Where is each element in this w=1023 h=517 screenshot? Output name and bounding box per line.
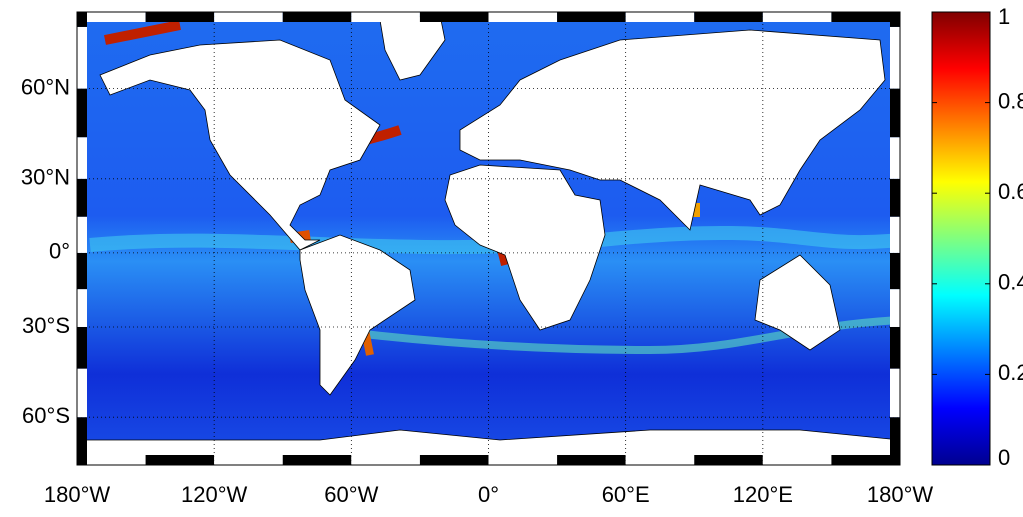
y-tick-label: 60°S [22,403,70,428]
frame-segment [625,455,695,465]
frame-segment [890,88,900,138]
x-tick-label: 120°W [181,482,248,507]
frame-segment [890,326,900,369]
map-field [77,12,900,465]
frame-segment [145,12,215,22]
x-tick-label: 0° [478,482,499,507]
frame-segment [890,368,900,418]
x-tick-label: 60°W [324,482,378,507]
frame-segment [890,252,900,290]
frame-segment [282,455,352,465]
frame-segment [890,178,900,217]
map-frame [77,12,900,465]
frame-segment [77,26,87,89]
frame-segment [351,455,420,465]
y-tick-label: 60°N [21,74,70,99]
frame-segment [77,326,87,369]
frame-segment [488,12,558,22]
frame-segment [77,137,87,179]
colorbar-tick-label: 0.6 [998,179,1023,204]
colorbar-tick-label: 0 [998,445,1010,470]
frame-segment [77,252,87,290]
frame-segment [890,26,900,89]
frame-segment [694,12,763,22]
y-tick-label: 30°N [21,165,70,190]
colorbar-tick-label: 0.2 [998,360,1023,385]
frame-segment [77,178,87,217]
eurasia [459,29,886,231]
frame-segment [77,455,146,465]
colorbar-tick-label: 0.4 [998,270,1023,295]
australia [754,254,841,351]
frame-segment [77,12,146,22]
frame-segment [214,455,283,465]
x-tick-label: 60°E [602,482,650,507]
south-america [299,234,416,396]
frame-segment [831,12,900,22]
frame-segment [145,455,215,465]
colorbar [931,11,991,466]
frame-segment [77,289,87,327]
frame-segment [419,12,489,22]
frame-segment [890,289,900,327]
frame-segment [419,455,489,465]
frame-segment [831,455,900,465]
frame-segment [351,12,420,22]
frame-segment [77,368,87,418]
frame-segment [557,455,626,465]
frame-segment [77,88,87,138]
y-tick-label: 0° [49,239,70,264]
x-tick-label: 180°W [44,482,111,507]
frame-segment [890,216,900,253]
north-america [99,39,381,251]
frame-segment [214,12,283,22]
frame-segment [625,12,695,22]
frame-segment [282,12,352,22]
map-border [76,11,901,466]
frame-segment [77,12,87,27]
frame-segment [890,12,900,27]
frame-segment [890,137,900,179]
frame-segment [762,12,832,22]
frame-segment [762,455,832,465]
frame-segment [557,12,626,22]
frame-segment [488,455,558,465]
frame-segment [77,216,87,253]
x-tick-label: 180°W [867,482,934,507]
africa [444,164,606,331]
x-tick-label: 120°E [733,482,793,507]
frame-segment [694,455,763,465]
field-hotspot [104,20,181,45]
frame-segment [890,417,900,465]
frame-segment [77,417,87,465]
y-tick-label: 30°S [22,313,70,338]
colorbar-tick-label: 0.8 [998,88,1023,113]
colorbar-tick-label: 1 [998,4,1010,29]
